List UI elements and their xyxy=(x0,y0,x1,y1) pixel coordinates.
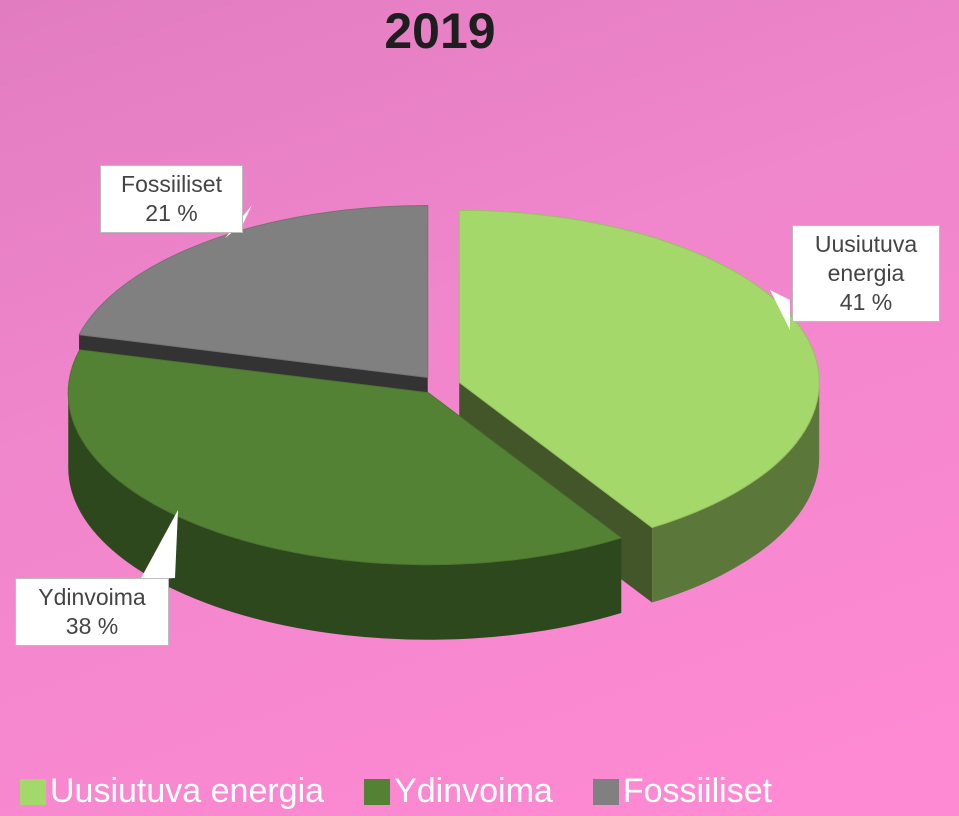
data-label-value: 21 % xyxy=(145,200,198,226)
slice-top xyxy=(458,209,820,529)
data-label-category: Fossiiliset xyxy=(121,171,222,197)
data-label-value: 38 % xyxy=(65,613,119,639)
legend-item: Uusiutuva energia xyxy=(20,772,324,811)
callout-pointer xyxy=(770,290,790,330)
legend-swatch xyxy=(592,778,619,805)
legend: Uusiutuva energia Ydinvoima Fossiiliset xyxy=(20,772,772,811)
data-label: Uusiutuva energia 41 % xyxy=(792,225,940,322)
legend-label: Ydinvoima xyxy=(394,772,553,810)
slice xyxy=(67,349,623,640)
legend-label: Fossiiliset xyxy=(622,772,773,810)
data-label-value: 41 % xyxy=(839,289,893,315)
legend-swatch xyxy=(20,778,46,805)
legend-label: Uusiutuva energia xyxy=(50,772,325,810)
data-label: Fossiiliset 21 % xyxy=(100,165,243,233)
slice-top xyxy=(67,349,623,566)
legend-item: Ydinvoima xyxy=(364,772,553,811)
slice-side xyxy=(68,392,622,640)
slice-top xyxy=(78,204,429,379)
legend-swatch xyxy=(364,778,391,805)
data-label-category: Ydinvoima xyxy=(38,584,146,610)
data-label-category: Uusiutuva energia xyxy=(814,231,918,286)
slice-side xyxy=(652,382,820,603)
legend-item: Fossiiliset xyxy=(592,772,773,811)
chart-title: 2019 xyxy=(384,3,496,59)
data-label: Ydinvoima 38 % xyxy=(15,578,169,646)
callout-pointer xyxy=(140,510,178,580)
